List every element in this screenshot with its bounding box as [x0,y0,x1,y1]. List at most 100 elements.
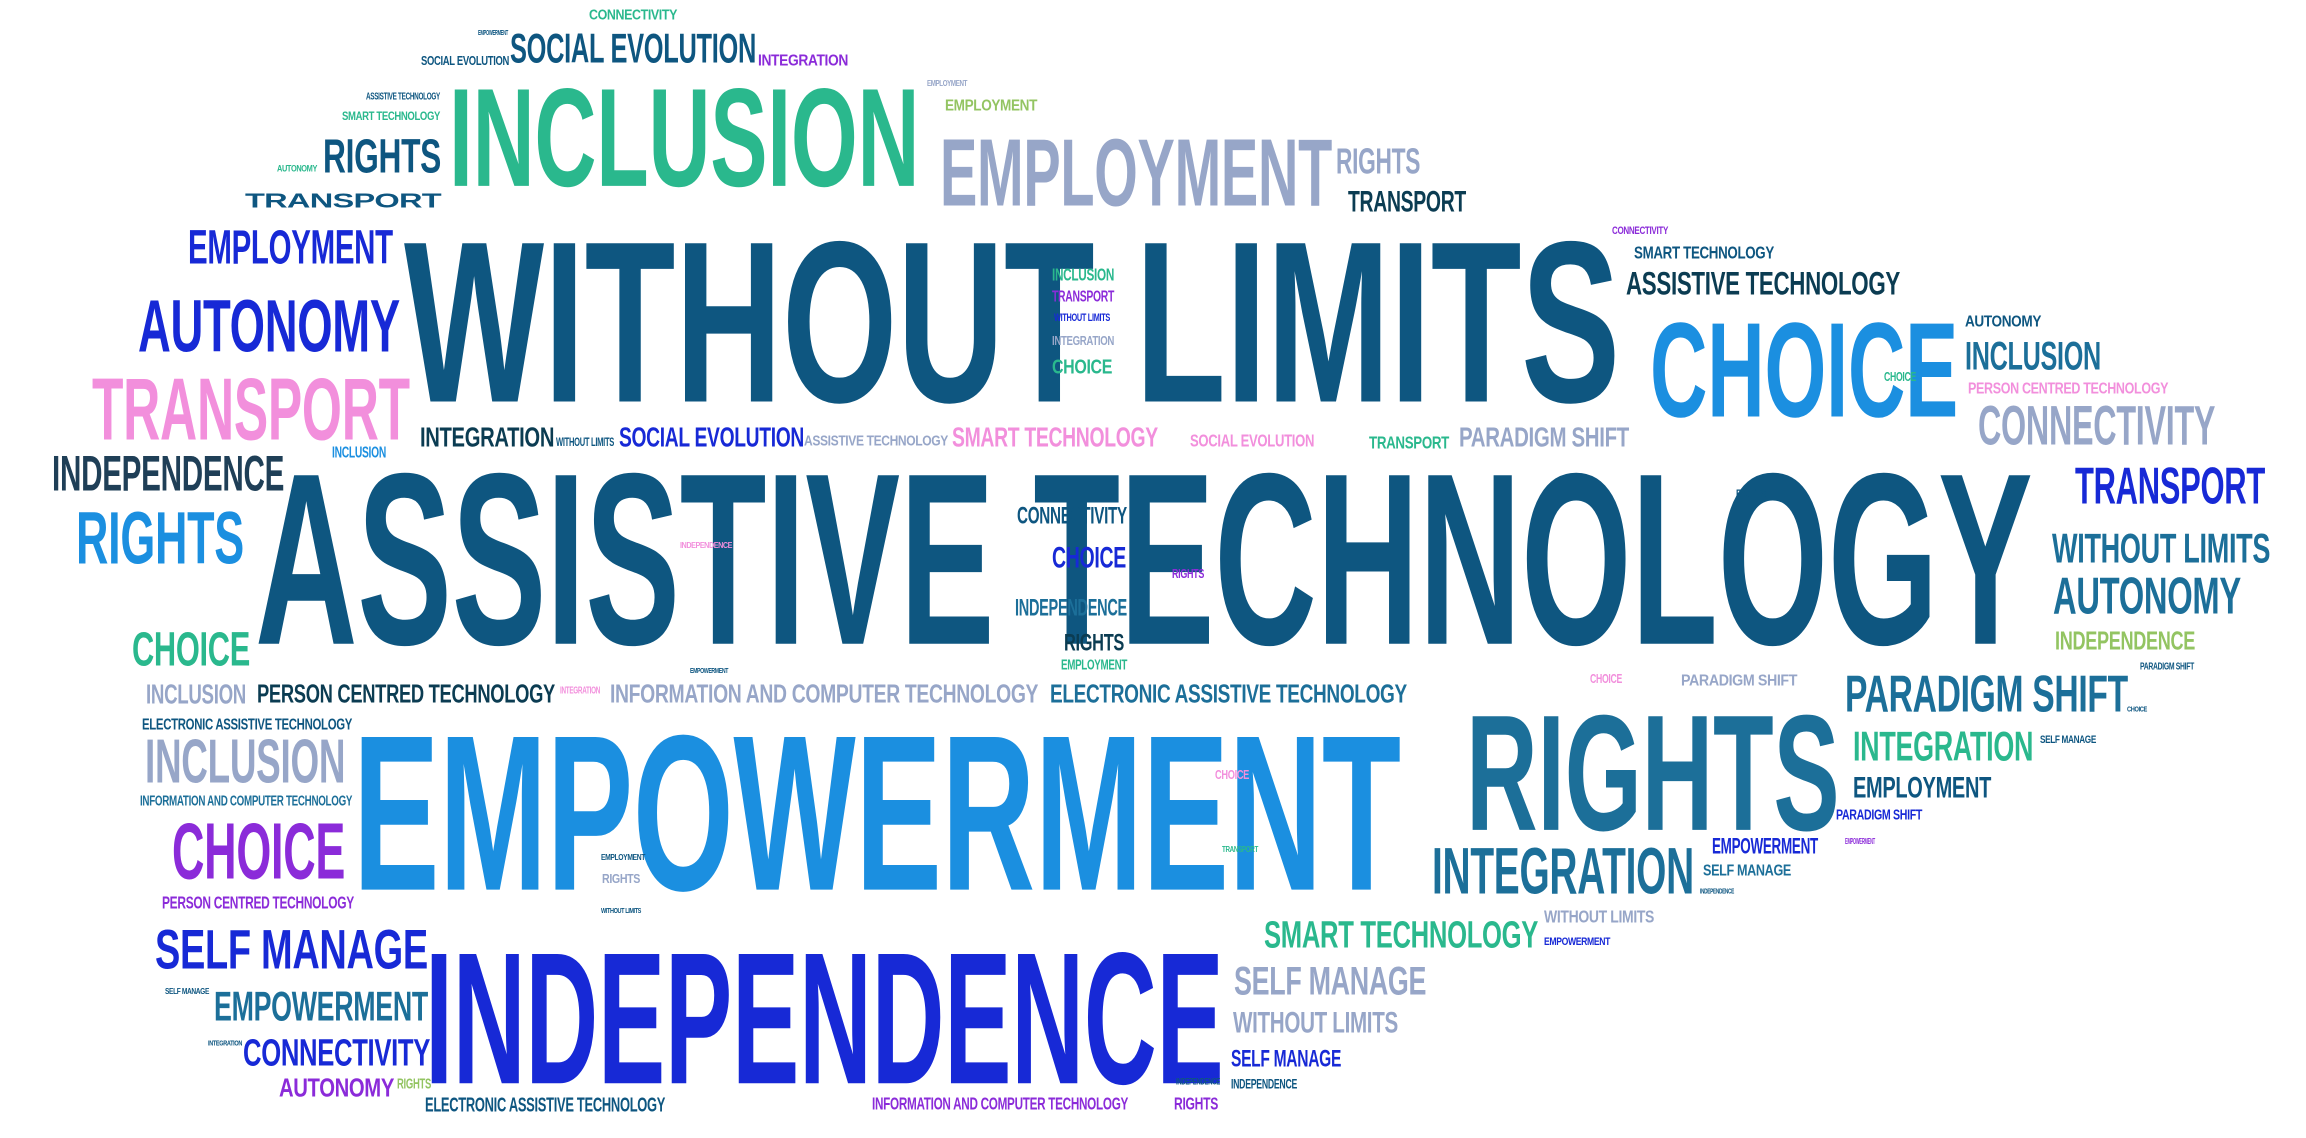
word-integration-bottom: INTEGRATION [1432,834,1694,908]
word-autonomy-right: AUTONOMY [2053,567,2241,625]
word-employment: EMPLOYMENT [940,118,1332,226]
word-rights-bottom: RIGHTS [1174,1094,1218,1114]
word-choice-left: CHOICE [132,622,250,676]
word-assistive-technology-top-small: ASSISTIVE TECHNOLOGY [366,91,440,102]
word-connectivity-top: CONNECTIVITY [589,7,678,24]
word-self-manage-tiny: SELF MANAGE [165,987,209,997]
word-inclusion-right: INCLUSION [1965,333,2101,378]
word-without-limits-center: WITHOUT LIMITS [1054,311,1111,324]
word-transport-top: TRANSPORT [1348,184,1466,218]
word-autonomy-right-small: AUTONOMY [1965,312,2042,330]
word-empowerment-bottom-right: EMPOWERMENT [1544,935,1611,948]
word-integration-right: INTEGRATION [1853,723,2034,770]
word-without-limits-bottom-right: WITHOUT LIMITS [1544,907,1655,927]
word-independence-tiny-center: INDEPENDENCE [1176,1077,1221,1087]
word-autonomy-bottom: AUTONOMY [279,1073,394,1102]
word-assistive-technology-top: TRANSPORT [245,189,442,212]
word-independence-bottom: INDEPENDENCE [1231,1077,1298,1092]
word-smart-technology-bottom: SMART TECHNOLOGY [1264,914,1539,956]
word-choice-pink-center: CHOICE [1215,767,1250,782]
word-independence-tiny-bottom: INDEPENDENCE [1700,887,1735,895]
word-paradigm-shift-small: PARADIGM SHIFT [1681,671,1798,689]
word-independence-center: INDEPENDENCE [1015,593,1127,621]
word-choice-center-teal: CHOICE [1052,355,1113,378]
word-transport-center: TRANSPORT [1052,287,1115,305]
word-information-computer-technology: INFORMATION AND COMPUTER TECHNOLOGY [610,679,1039,708]
word-self-manage-bottom-right: SELF MANAGE [1703,861,1791,879]
word-information-computer-bottom: INFORMATION AND COMPUTER TECHNOLOGY [872,1094,1129,1114]
word-empowerment-tiny-right: EMPOWERMENT [1845,837,1875,847]
word-independence-right: INDEPENDENCE [2055,626,2196,655]
word-social-evolution-top: SOCIAL EVOLUTION [510,25,756,72]
word-paradigm-shift: PARADIGM SHIFT [1845,665,2128,723]
word-smart-technology-mid: SMART TECHNOLOGY [952,422,1158,453]
word-without-limits-right: WITHOUT LIMITS [2052,525,2271,572]
word-connectivity-left: CONNECTIVITY [243,1032,431,1074]
word-paradigm-shift-tiny: PARADIGM SHIFT [2140,661,2194,672]
word-employment-left: EMPLOYMENT [188,220,393,274]
word-choice-tiny-right: CHOICE [2127,705,2147,713]
word-person-centred-right: PERSON CENTRED TECHNOLOGY [1968,379,2169,397]
word-without-limits: WITHOUT LIMITS [404,194,1620,452]
word-rights-top-right: RIGHTS [1336,142,1421,182]
word-independence: INDEPENDENCE [425,914,1224,1124]
word-assistive-technology-right: ASSISTIVE TECHNOLOGY [1626,266,1900,302]
word-electronic-assistive-left: ELECTRONIC ASSISTIVE TECHNOLOGY [142,715,353,733]
word-autonomy: AUTONOMY [138,285,400,368]
word-assistive-technology-mid: ASSISTIVE TECHNOLOGY [804,433,948,450]
word-information-computer-left: INFORMATION AND COMPUTER TECHNOLOGY [140,793,353,810]
word-connectivity-top-right: CONNECTIVITY [1612,224,1669,237]
word-inclusion-mid: INCLUSION [332,443,386,461]
word-transport-tiny-bottom: TRANSPORT [1222,845,1258,855]
word-connectivity-center: CONNECTIVITY [1017,501,1127,529]
word-electronic-assistive-bottom: ELECTRONIC ASSISTIVE TECHNOLOGY [425,1093,666,1116]
word-rights-bottom-center: RIGHTS [602,871,641,886]
word-person-centred-left: PERSON CENTRED TECHNOLOGY [162,893,354,913]
word-social-evolution-small: SOCIAL EVOLUTION [421,53,510,68]
word-empowerment-left: EMPOWERMENT [214,983,428,1030]
word-empowerment-tiny-top: EMPOWERMENT [478,30,508,37]
word-inclusion-left: INCLUSION [145,726,346,796]
word-connectivity-right: CONNECTIVITY [1978,394,2216,457]
word-without-limits-mid: WITHOUT LIMITS [556,435,615,449]
word-inclusion: INCLUSION [449,59,920,216]
word-rights: RIGHTS [1466,681,1840,866]
word-inclusion-center: INCLUSION [1052,265,1115,285]
word-rights-left: RIGHTS [76,497,244,580]
word-self-manage-left: SELF MANAGE [155,918,428,981]
word-inclusion-small: INCLUSION [146,679,246,710]
word-empowerment-tiny-center: EMPOWERMENT [690,668,728,675]
word-self-manage-bottom: SELF MANAGE [1234,958,1427,1003]
word-smart-technology-top: SMART TECHNOLOGY [342,109,441,123]
word-rights-bottom-left: RIGHTS [397,1076,432,1093]
word-paradigm-shift-right-small: PARADIGM SHIFT [1836,807,1923,824]
word-self-manage-bottom2: SELF MANAGE [1231,1044,1342,1072]
word-social-evolution-mid2: SOCIAL EVOLUTION [1190,431,1315,451]
word-employment-top: EMPLOYMENT [945,96,1037,114]
word-rights-right-small: RIGHTS [1736,487,1766,500]
word-choice-purple: CHOICE [172,807,346,896]
word-employment-center: EMPLOYMENT [1061,657,1128,674]
word-integration-top: INTEGRATION [758,51,848,69]
word-employment-top-tiny: EMPLOYMENT [927,79,967,88]
word-person-centred-technology: PERSON CENTRED TECHNOLOGY [257,679,555,708]
word-without-limits-bottom-center: WITHOUT LIMITS [601,908,641,915]
word-integration-center: INTEGRATION [1052,333,1115,348]
word-choice-center: CHOICE [1052,540,1126,574]
word-integration-mid: INTEGRATION [420,422,555,453]
word-employment-right: EMPLOYMENT [1853,770,1991,804]
word-employment-bottom-center: EMPLOYMENT [601,853,646,863]
word-rights-tiny-mid: RIGHTS [1172,566,1204,581]
word-choice-pink-mid: CHOICE [1590,671,1623,686]
word-social-evolution-mid: SOCIAL EVOLUTION [619,422,804,453]
word-transport-mid: TRANSPORT [1369,433,1450,453]
word-integration-tiny: INTEGRATION [208,1039,243,1047]
word-independence-left: INDEPENDENCE [52,446,285,502]
word-choice: CHOICE [1650,295,1958,446]
word-choice-right-small: CHOICE [1884,369,1917,384]
word-transport: TRANSPORT [92,361,410,459]
word-empowerment: EMPOWERMENT [353,688,1401,938]
word-electronic-assistive-technology: ELECTRONIC ASSISTIVE TECHNOLOGY [1050,679,1407,708]
word-self-manage-right: SELF MANAGE [2040,733,2096,746]
